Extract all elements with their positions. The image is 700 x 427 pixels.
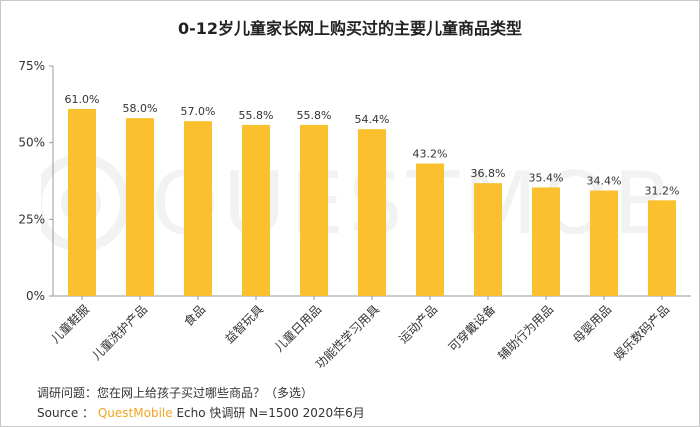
y-tick-label: 50% [18,136,45,150]
bar [648,200,676,296]
bar [68,108,96,296]
bars [68,108,676,296]
bar-value-label: 55.8% [239,109,274,122]
bar [358,129,386,296]
bar [300,124,328,296]
bar [242,124,270,296]
x-tick-label: 儿童洗护产品 [89,302,151,364]
x-tick-label: 儿童鞋服 [48,302,93,347]
bar-value-label: 31.2% [645,184,680,197]
y-tick-label: 25% [18,212,45,226]
source-brand: QuestMobile [97,406,173,420]
bar-value-label: 61.0% [65,93,100,106]
x-tick-label: 可穿戴设备 [445,302,498,355]
bar-value-label: 58.0% [123,102,158,115]
bar [184,121,212,296]
bar [416,163,444,296]
y-tick-label: 0% [26,289,45,303]
footnote-question: 调研问题：您在网上给孩子买过哪些商品？（多选） [37,386,314,400]
bar [474,183,502,296]
footnote-source: Source ： QuestMobile Echo 快调研 N=1500 202… [37,404,365,421]
x-tick-label: 益智玩具 [222,302,267,347]
bar-value-label: 34.4% [587,175,622,188]
x-tick-label: 母婴用品 [570,302,614,346]
y-tick-label: 75% [18,59,45,73]
x-tick-label: 食品 [181,302,209,330]
x-tick-label: 儿童日用品 [271,302,324,355]
bar-value-label: 54.4% [355,113,390,126]
bar [532,187,560,296]
bar [590,190,618,296]
value-labels: 61.0% 58.0% 57.0% 55.8% 55.8% 54.4% 43.2% 36.8%… [65,93,680,197]
bar-value-label: 35.4% [529,171,564,184]
x-tick-label: 辅助行为用品 [495,302,556,363]
x-tick-label: 娱乐数码产品 [611,302,673,364]
chart-title: 0-12岁儿童家长网上购买过的主要儿童商品类型 [177,19,523,38]
bar [126,118,154,296]
bar-value-label: 36.8% [471,167,506,180]
source-rest: Echo 快调研 N=1500 2020年6月 [176,406,365,420]
bar-value-label: 55.8% [297,109,332,122]
bar-value-label: 43.2% [413,148,448,161]
bar-value-label: 57.0% [181,105,216,118]
source-prefix: Source ： [37,406,95,420]
x-tick-label: 运动产品 [396,302,440,346]
